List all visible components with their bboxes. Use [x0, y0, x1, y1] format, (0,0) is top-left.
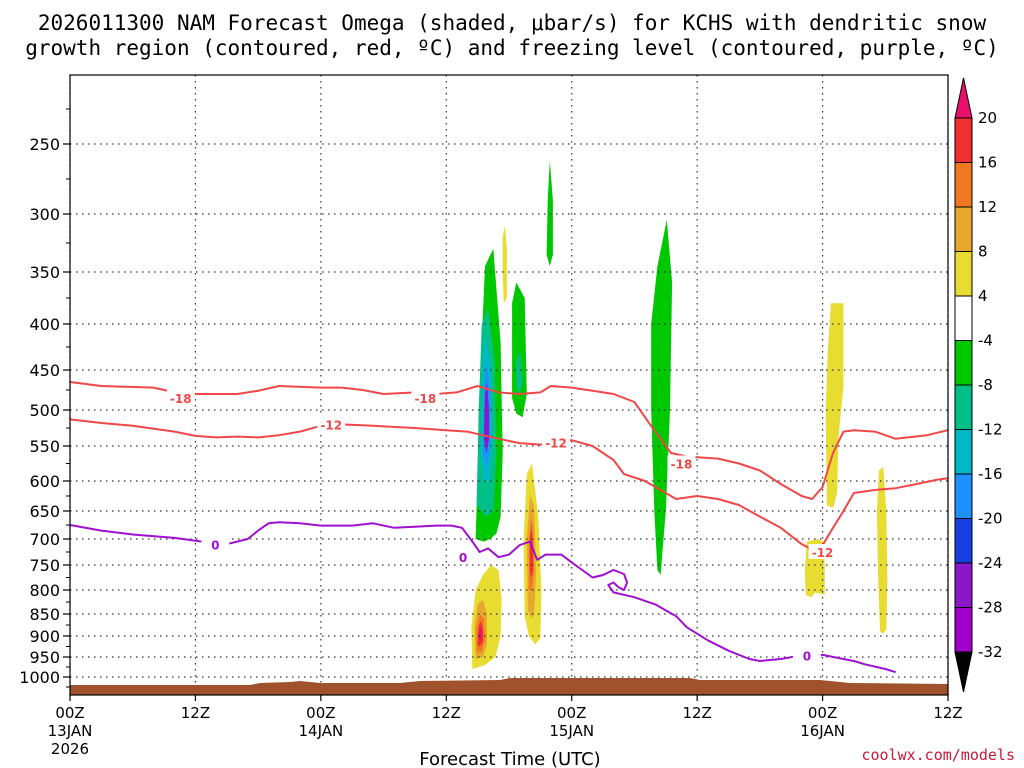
colorbar-swatch-5 [954, 340, 973, 386]
colorbar-label-4: 4 [978, 287, 988, 305]
y-tick-label-400: 400 [29, 315, 60, 334]
colorbar-swatch-2 [954, 206, 973, 252]
colorbar-swatch-10 [954, 562, 973, 608]
contour-label--12-0: -12 [320, 418, 342, 432]
contour-line--18 [69, 381, 949, 500]
contour-label-bg--12-2 [808, 544, 837, 559]
colorbar-label-13: -36 [978, 0, 1003, 4]
omega-region--8-7 [546, 160, 553, 267]
colorbar-label-8: -16 [978, 465, 1003, 483]
y-tick-label-750: 750 [29, 556, 60, 575]
chart-title-line1: 2026011300 NAM Forecast Omega (shaded, μ… [38, 11, 987, 35]
x-tick-l3-0: 2026 [51, 740, 89, 758]
y-tick-label-900: 900 [29, 627, 60, 646]
x-tick-l1-0: 00Z [55, 704, 84, 722]
colorbar-label-3: 8 [978, 243, 988, 261]
y-tick-label-300: 300 [29, 205, 60, 224]
omega-shading [470, 160, 888, 669]
contour-label-bg--18-1 [411, 390, 440, 405]
y-tick-label-250: 250 [29, 135, 60, 154]
x-tick-l2-72: 16JAN [800, 722, 845, 740]
contour-label-0-0: 0 [211, 539, 219, 553]
x-tick-l2-0: 13JAN [48, 722, 93, 740]
y-tick-label-850: 850 [29, 605, 60, 624]
contour-label--18-0: -18 [170, 392, 192, 406]
colorbar: 20 16 12 8 4 -4 -8 -12 -16 -20 -24 -28 -32 -36 [954, 0, 1003, 693]
colorbar-swatch-6 [954, 384, 973, 430]
x-tick-l1-84: 12Z [933, 704, 962, 722]
omega-region--8-5 [512, 282, 527, 418]
y-tick-label-600: 600 [29, 472, 60, 491]
contour-label--12-2: -12 [812, 546, 834, 560]
colorbar-swatch-0 [954, 117, 973, 163]
colorbar-label-9: -20 [978, 510, 1003, 528]
contour-label-bg--18-0 [166, 390, 195, 405]
y-tick-label-500: 500 [29, 401, 60, 420]
site-credit: coolwx.com/models [861, 746, 1015, 764]
x-tick-l1-60: 12Z [682, 704, 711, 722]
y-tick-label-950: 950 [29, 648, 60, 667]
x-tick-l2-48: 15JAN [549, 722, 594, 740]
temperature-contours: -18 -18 -18 -12 -12 -12 0 0 0 [69, 381, 949, 674]
x-axis-label: Forecast Time (UTC) [419, 749, 600, 768]
colorbar-label-10: -24 [978, 554, 1003, 572]
terrain [70, 678, 948, 695]
colorbar-swatch-7 [954, 429, 973, 475]
contour-line-0 [69, 521, 896, 674]
x-tick-l2-24: 14JAN [298, 722, 343, 740]
colorbar-label-11: -28 [978, 599, 1003, 617]
contour-label-0-1: 0 [459, 551, 467, 565]
contour-label-0-2: 0 [803, 649, 811, 663]
colorbar-swatch-3 [954, 251, 973, 297]
contour-label--12-1: -12 [545, 436, 567, 450]
contour-label--18-2: -18 [671, 458, 693, 472]
omega-region-4-9 [502, 225, 507, 304]
contour-label-bg-0-1 [449, 549, 478, 565]
x-tick-l1-48: 00Z [557, 704, 586, 722]
contour-label-bg-0-2 [792, 647, 821, 663]
y-tick-label-800: 800 [29, 581, 60, 600]
omega-region--8-8 [651, 219, 673, 576]
colorbar-swatch-9 [954, 518, 973, 564]
y-tick-label-450: 450 [29, 361, 60, 380]
omega-region-4-19 [825, 303, 844, 508]
contour-line--12 [69, 418, 949, 551]
contour-label-bg--18-2 [667, 455, 696, 471]
colorbar-arrow-bottom [954, 651, 973, 693]
omega-region-20-14 [478, 627, 482, 641]
colorbar-label-6: -8 [978, 376, 993, 394]
y-tick-label-1000: 1000 [19, 668, 60, 687]
y-tick-label-350: 350 [29, 263, 60, 282]
x-tick-l1-36: 12Z [432, 704, 461, 722]
chart-title-line2: growth region (contoured, red, ºC) and f… [25, 36, 999, 60]
colorbar-label-1: 16 [978, 154, 997, 172]
contour-label-bg--12-0 [317, 416, 346, 432]
colorbar-swatch-1 [954, 162, 973, 208]
colorbar-label-2: 12 [978, 198, 997, 216]
contour-label-bg--12-1 [542, 434, 571, 450]
x-tick-l1-24: 00Z [306, 704, 335, 722]
y-tick-label-550: 550 [29, 437, 60, 456]
colorbar-swatch-11 [954, 607, 973, 653]
colorbar-swatch-4 [954, 295, 973, 341]
colorbar-swatch-8 [954, 473, 973, 519]
y-tick-label-650: 650 [29, 502, 60, 521]
y-axis: 250 300 350 400 450 500 550 600 650 700 750 800 850 9… [19, 108, 70, 688]
colorbar-label-5: -4 [978, 332, 993, 350]
x-tick-l1-72: 00Z [808, 704, 837, 722]
plot-frame [69, 74, 949, 696]
colorbar-label-7: -12 [978, 421, 1003, 439]
contour-label--18-1: -18 [415, 392, 437, 406]
colorbar-label-0: 20 [978, 109, 997, 127]
y-tick-label-700: 700 [29, 530, 60, 549]
colorbar-label-12: -32 [978, 643, 1003, 661]
x-tick-l1-12: 12Z [181, 704, 210, 722]
omega-region--12-6 [516, 351, 523, 394]
contour-label-bg-0-0 [201, 536, 230, 552]
omega-region-4-21 [876, 467, 888, 634]
